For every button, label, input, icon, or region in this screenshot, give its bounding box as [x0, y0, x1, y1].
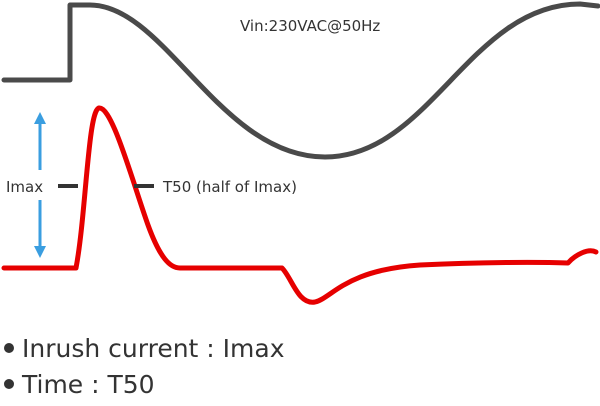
bullet-icon — [4, 379, 14, 389]
bullet-text: Inrush current : Imax — [22, 333, 285, 363]
bullet-item-time: Time : T50 — [4, 366, 285, 402]
voltage-waveform — [1, 1, 600, 160]
bullet-item-inrush: Inrush current : Imax — [4, 330, 285, 366]
bullet-text: Time : T50 — [22, 369, 155, 399]
t50-label: T50 (half of Imax) — [162, 178, 297, 196]
bullet-list: Inrush current : Imax Time : T50 — [4, 330, 285, 402]
inrush-diagram: Vin:230VAC@50Hz Imax T50 (half of Imax) — [1, 1, 600, 305]
current-waveform — [1, 105, 599, 305]
imax-label: Imax — [6, 178, 43, 196]
bullet-icon — [4, 343, 14, 353]
voltage-label: Vin:230VAC@50Hz — [240, 17, 380, 35]
